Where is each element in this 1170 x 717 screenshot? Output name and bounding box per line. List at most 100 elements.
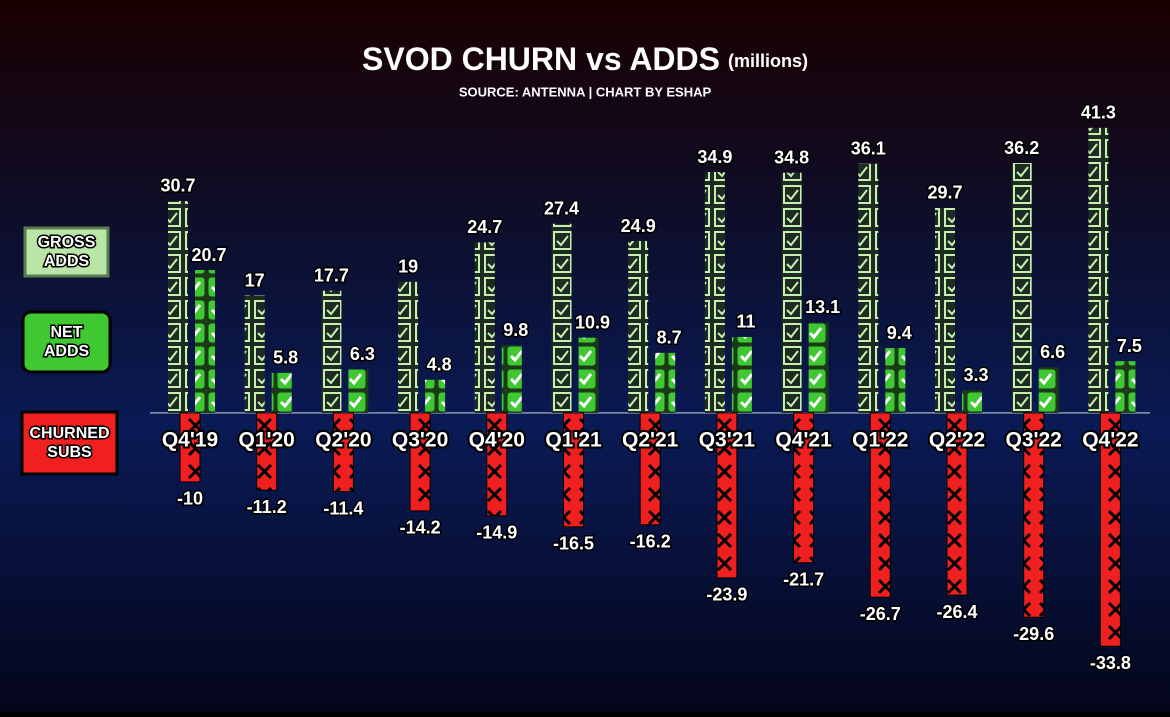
x-tick-label: Q4'20 (469, 428, 525, 451)
subtitle: SOURCE: ANTENNA | CHART BY ESHAP (459, 84, 712, 99)
value-label: 27.4 (544, 199, 579, 219)
legend-swatch (23, 226, 110, 278)
value-label: -26.7 (860, 604, 901, 624)
bar (1011, 163, 1032, 413)
bar (1023, 412, 1045, 618)
value-label: 34.9 (697, 147, 732, 167)
chart-title: SVOD CHURN vs ADDS (millions) (362, 41, 808, 77)
value-label: 7.5 (1117, 336, 1142, 356)
bar (655, 352, 676, 413)
value-label: 17 (245, 270, 265, 290)
bar (409, 412, 431, 512)
bar (1038, 367, 1059, 413)
legend-swatch (20, 410, 119, 476)
bar (321, 290, 342, 413)
value-label: -14.2 (400, 518, 441, 538)
title-main: SVOD CHURN vs ADDS (362, 41, 720, 77)
bar (885, 348, 906, 413)
legend-label: CHURNED SUBS (30, 425, 110, 461)
bar (195, 270, 215, 413)
x-tick-label: Q1'21 (545, 428, 602, 451)
value-label: -23.9 (706, 585, 747, 605)
bar (1088, 127, 1109, 413)
bar (935, 207, 955, 413)
legend-label: NET ADDS (44, 324, 90, 360)
value-label: 3.3 (963, 365, 988, 385)
value-label: -16.5 (553, 534, 594, 554)
value-label: 6.6 (1040, 342, 1065, 362)
x-tick-label: Q2'20 (315, 428, 371, 451)
value-label: 30.7 (160, 176, 195, 196)
bar (793, 412, 815, 564)
bar (704, 172, 725, 413)
value-label: 9.4 (887, 323, 912, 343)
value-label: -33.8 (1090, 653, 1131, 673)
value-label: 36.2 (1004, 138, 1039, 158)
value-label: 19 (398, 257, 418, 277)
x-tick-label: Q2'21 (622, 428, 679, 451)
bar (348, 369, 369, 413)
value-label: 9.8 (503, 320, 528, 340)
bar (168, 200, 188, 413)
value-label: 24.9 (621, 216, 656, 236)
bar (731, 336, 752, 413)
bar (578, 337, 599, 413)
value-label: -11.4 (323, 498, 363, 518)
bar (781, 172, 802, 413)
value-label: 36.1 (851, 138, 886, 158)
value-label: 4.8 (427, 355, 452, 375)
bar (244, 295, 265, 413)
bar (332, 412, 354, 493)
x-tick-label: Q1'20 (239, 428, 295, 451)
value-label: 29.7 (927, 183, 962, 203)
bar (256, 412, 278, 491)
x-tick-label: Q4'19 (162, 428, 218, 451)
bar (551, 223, 572, 413)
bar (486, 412, 508, 517)
bar (1099, 412, 1121, 647)
bar (639, 412, 661, 526)
value-label: 17.7 (314, 265, 349, 285)
value-label: -16.2 (630, 531, 671, 551)
value-label: 10.9 (575, 312, 610, 332)
bar (858, 163, 879, 413)
value-label: -14.9 (476, 523, 517, 543)
value-label: 13.1 (805, 297, 840, 317)
value-label: 34.8 (774, 147, 809, 167)
bar (474, 242, 495, 413)
value-label: 24.7 (467, 217, 502, 237)
value-label: -29.6 (1013, 624, 1054, 644)
value-label: 6.3 (350, 344, 375, 364)
value-label: 8.7 (657, 328, 682, 348)
bar (425, 379, 446, 413)
x-tick-label: Q2'22 (929, 428, 985, 451)
value-label: 20.7 (191, 245, 226, 265)
bar (501, 345, 522, 413)
x-tick-label: Q3'22 (1006, 428, 1062, 451)
value-label: -10 (177, 489, 203, 509)
bar (563, 412, 584, 528)
value-label: 5.8 (273, 348, 298, 368)
bar (716, 412, 738, 579)
value-label: -26.4 (936, 602, 977, 622)
bar (398, 281, 419, 413)
x-tick-label: Q1'22 (852, 428, 908, 451)
title-unit: (millions) (728, 51, 808, 71)
legend-swatch (21, 310, 112, 374)
bar (869, 412, 891, 598)
bar (962, 390, 982, 413)
value-label: -11.2 (247, 497, 287, 517)
legend-label: GROSS ADDS (38, 234, 96, 270)
x-tick-label: Q3'20 (392, 428, 448, 451)
value-label: 11 (736, 312, 755, 332)
bar (179, 412, 201, 483)
bar (808, 322, 829, 413)
bar (1115, 361, 1136, 413)
x-tick-label: Q3'21 (699, 428, 756, 451)
x-tick-label: Q4'22 (1082, 428, 1138, 451)
x-tick-label: Q4'21 (775, 428, 832, 451)
bar (271, 372, 292, 413)
value-label: -21.7 (783, 569, 824, 589)
bar (946, 412, 968, 596)
